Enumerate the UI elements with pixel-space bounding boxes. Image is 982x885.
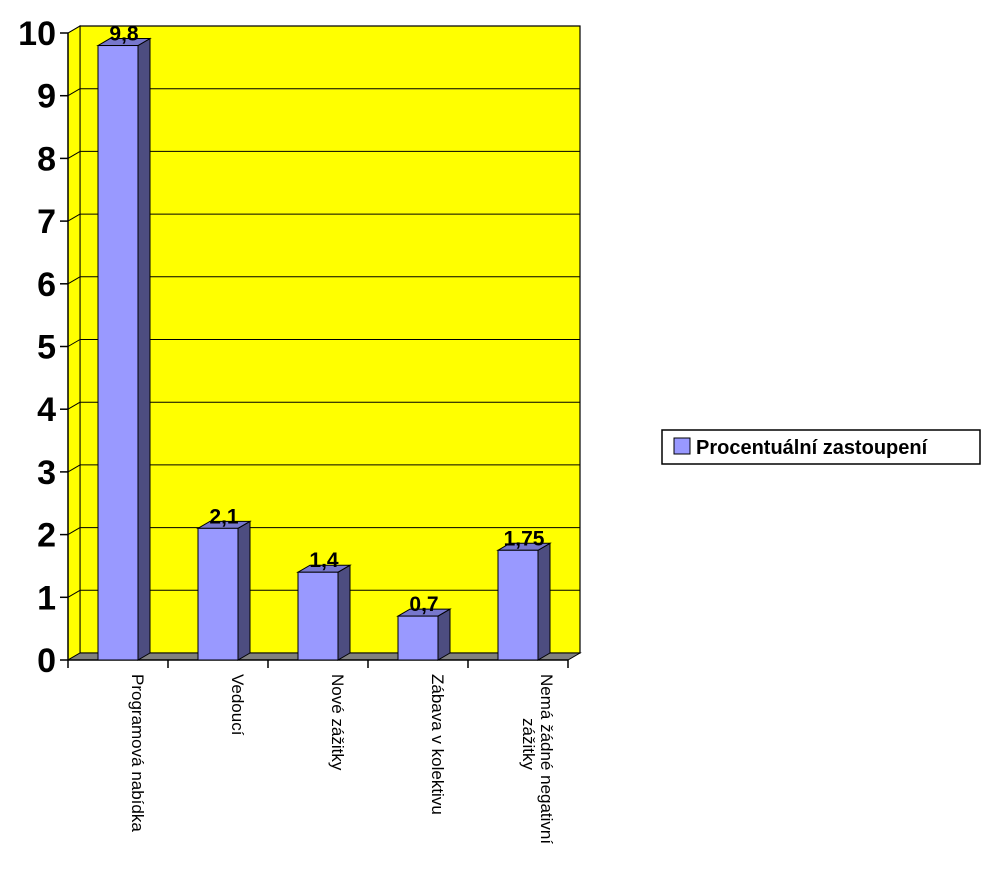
x-tick-label: Vedoucí <box>228 674 247 736</box>
bar <box>496 542 552 661</box>
bar <box>296 564 352 661</box>
y-tick-label: 0 <box>37 642 56 680</box>
x-tick-label: Zábava v kolektivu <box>428 674 447 815</box>
bar <box>196 520 252 661</box>
gridline-side <box>67 339 81 347</box>
data-label: 9,8 <box>109 23 139 46</box>
gridline-side <box>67 464 81 473</box>
y-tick-label: 5 <box>37 329 56 367</box>
x-tick-label-line: Zábava v kolektivu <box>428 674 447 815</box>
y-tick-label: 1 <box>37 579 56 617</box>
y-tick-label: 10 <box>18 15 56 53</box>
bar-side <box>337 564 351 661</box>
x-tick-label-line: Programová nabídka <box>128 674 147 832</box>
x-tick-label-line: Nové zážitky <box>328 674 347 771</box>
gridline-side <box>67 25 81 34</box>
gridline-side <box>67 527 81 536</box>
y-tick-labels: 0 1 2 3 4 5 6 7 8 9 10 <box>18 15 56 680</box>
gridline-side <box>67 276 81 285</box>
gridline-side <box>67 88 81 97</box>
x-tick-labels: Programová nabídka Vedoucí Nové zážitky Záb… <box>128 674 556 844</box>
bar-side <box>137 37 151 661</box>
data-label: 1,4 <box>309 549 339 572</box>
gridline-side <box>67 213 81 222</box>
legend-label: Procentuální zastoupení <box>696 437 929 459</box>
legend: Procentuální zastoupení <box>661 429 981 465</box>
x-tick-label-line: zážitky <box>519 718 538 770</box>
data-label: 0,7 <box>409 593 438 616</box>
bar-front <box>97 45 139 661</box>
data-label: 1,75 <box>504 527 545 550</box>
y-tick-label: 3 <box>37 454 56 492</box>
bar-front <box>397 615 439 661</box>
bar-side <box>537 542 551 661</box>
x-tick-label-line: Nemá žádné negativní <box>537 674 556 844</box>
legend-swatch <box>673 437 691 455</box>
bar-front <box>297 571 339 661</box>
bars <box>96 37 552 661</box>
legend-box <box>661 429 981 465</box>
bar <box>396 608 452 661</box>
bar <box>96 37 152 661</box>
x-tick-label-line: Vedoucí <box>228 674 247 736</box>
y-tick-label: 4 <box>37 391 56 429</box>
gridline-side <box>67 401 81 410</box>
gridline-side <box>67 589 81 598</box>
bar-side <box>237 520 251 661</box>
y-tick-label: 8 <box>37 140 56 178</box>
x-tick-label: Nemá žádné negativnízážitky <box>519 674 556 844</box>
y-tick-label: 7 <box>37 203 56 241</box>
x-tick-label: Nové zážitky <box>328 674 347 771</box>
y-tick-label: 6 <box>37 266 56 304</box>
bar-front <box>197 527 239 661</box>
x-tick-label: Programová nabídka <box>128 674 147 832</box>
bar-front <box>497 549 539 661</box>
gridlines <box>67 25 580 598</box>
data-label: 2,1 <box>209 505 239 528</box>
gridline-side <box>67 150 81 159</box>
bar-side <box>437 608 451 661</box>
y-tick-label: 9 <box>37 78 56 116</box>
y-tick-label: 2 <box>37 517 56 555</box>
data-labels: 9,8 2,1 1,4 0,7 1,75 <box>109 23 544 617</box>
